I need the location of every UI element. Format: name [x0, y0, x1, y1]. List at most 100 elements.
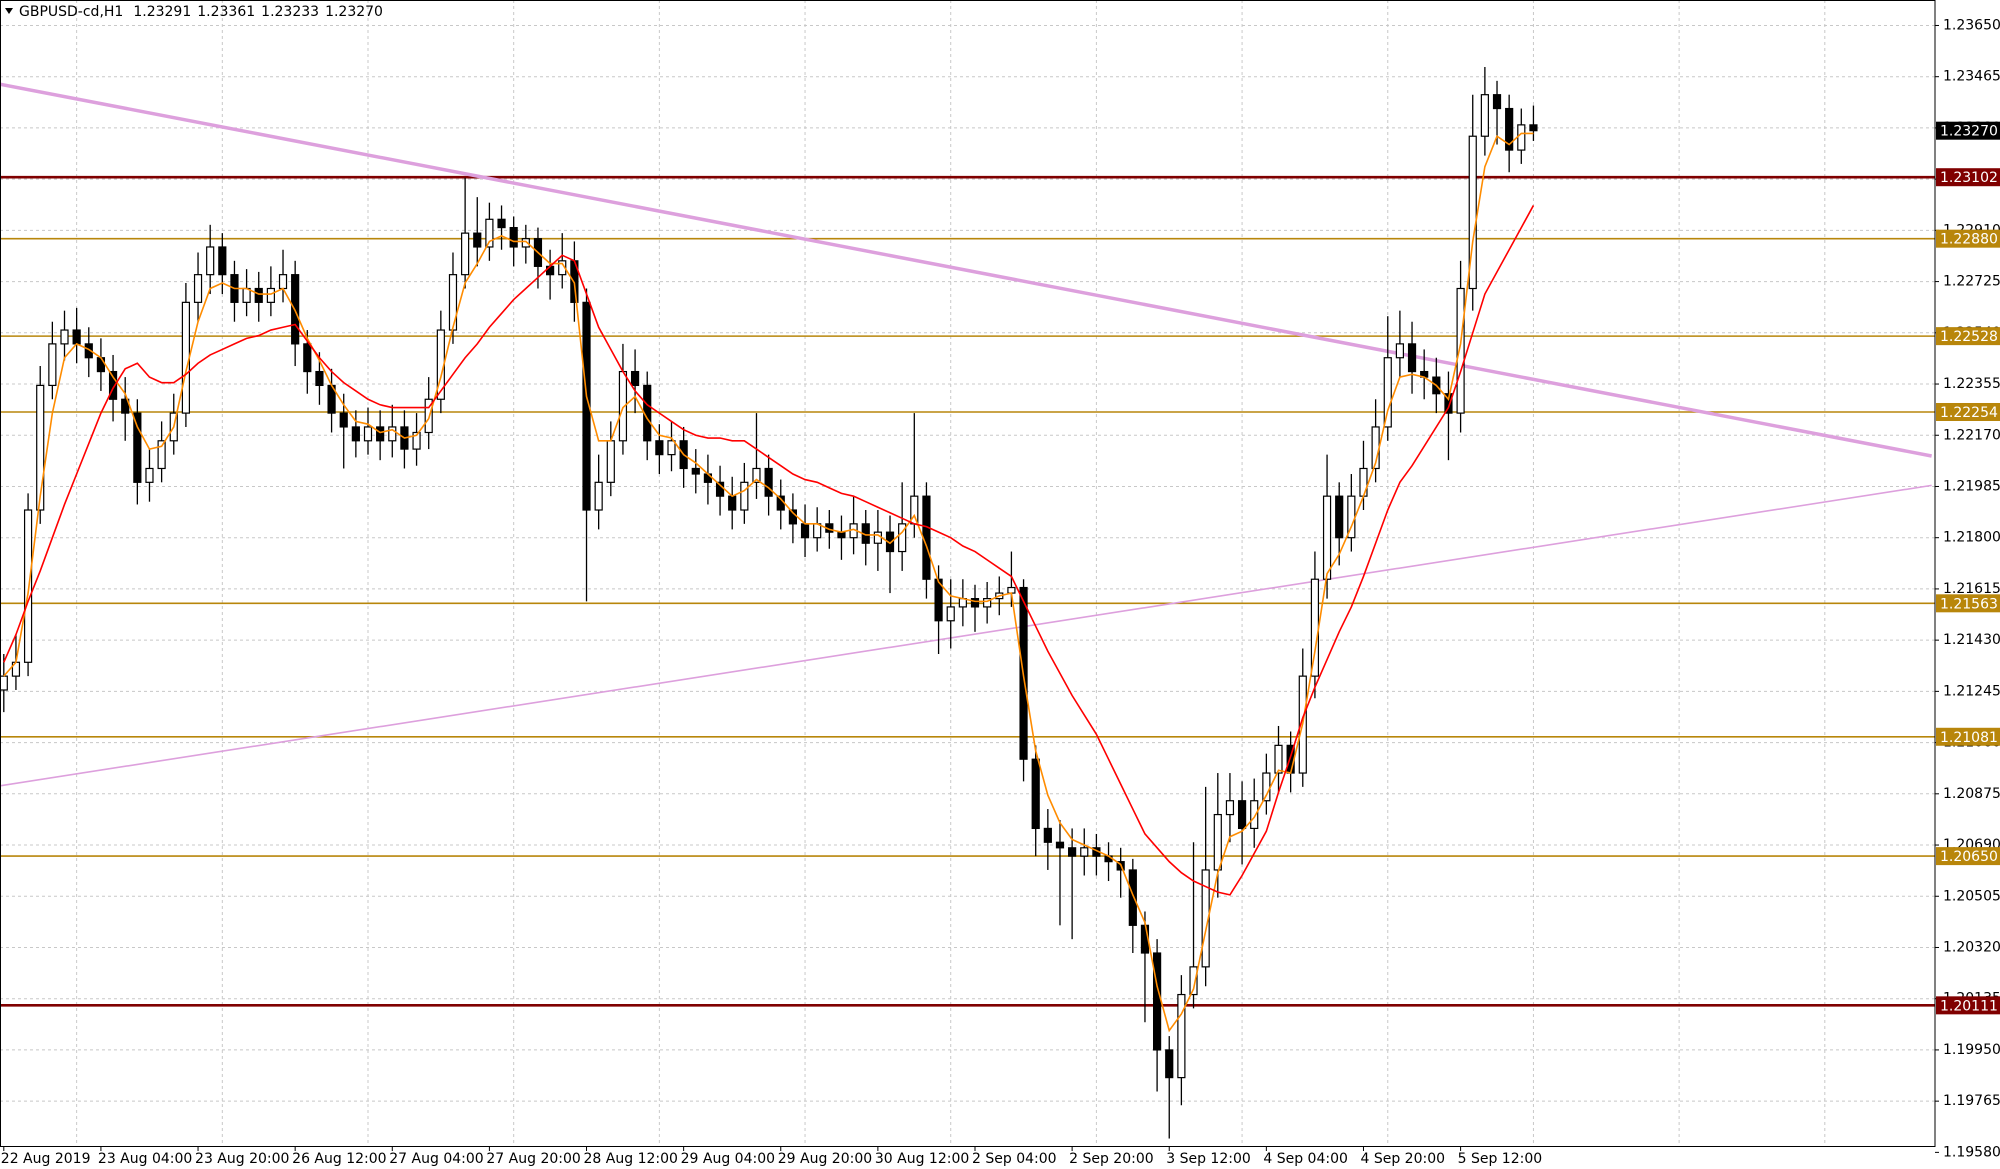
level-label-box — [1936, 847, 2000, 866]
candle-body — [1335, 495, 1344, 539]
candle-body — [898, 523, 907, 553]
axis-layer: 1.236501.234651.232801.230951.229101.227… — [1, 17, 2000, 1167]
y-tick-label: 1.21245 — [1943, 683, 2000, 699]
candle-body — [970, 598, 980, 608]
candle-body — [1322, 495, 1332, 580]
candle-body — [1177, 993, 1186, 1079]
y-tick-label: 1.21615 — [1943, 581, 2000, 597]
candle-body — [1529, 124, 1538, 132]
candle-body — [606, 440, 615, 483]
x-tick-label: 29 Aug 04:00 — [681, 1151, 775, 1167]
y-tick-label: 1.20505 — [1943, 888, 2000, 904]
level-label: 1.21081 — [1940, 730, 1998, 746]
candle-body — [1237, 800, 1247, 830]
candle-body — [983, 598, 992, 608]
candle-body — [521, 238, 530, 248]
x-tick-label: 2 Sep 04:00 — [972, 1151, 1057, 1167]
x-tick-label: 3 Sep 12:00 — [1166, 1151, 1251, 1167]
candle-body — [473, 232, 482, 248]
candle-body — [363, 426, 373, 442]
y-tick-label: 1.22170 — [1943, 427, 2000, 443]
x-tick-label: 28 Aug 12:00 — [584, 1151, 678, 1167]
y-tick-label: 1.19580 — [1943, 1144, 2000, 1160]
candle-body — [1128, 869, 1137, 926]
candle-body — [0, 675, 8, 691]
x-tick-label: 27 Aug 04:00 — [389, 1151, 483, 1167]
candle-body — [1031, 758, 1040, 830]
current-price-box — [1936, 121, 2000, 140]
candle-body — [1189, 966, 1198, 996]
candle-body — [509, 226, 518, 248]
candle-body — [1250, 800, 1259, 830]
x-tick-label: 23 Aug 20:00 — [195, 1151, 289, 1167]
x-tick-label: 23 Aug 04:00 — [98, 1151, 192, 1167]
candle-body — [485, 218, 494, 248]
candle-body — [157, 440, 166, 470]
x-tick-label: 27 Aug 20:00 — [486, 1151, 580, 1167]
x-tick-label: 22 Aug 2019 — [1, 1151, 91, 1167]
candle-body — [412, 431, 421, 450]
candle-body — [1201, 869, 1210, 968]
candle-body — [181, 301, 190, 414]
x-tick-label: 4 Sep 04:00 — [1263, 1151, 1348, 1167]
candle-body — [351, 426, 360, 442]
candle-body — [108, 370, 118, 400]
x-tick-label: 4 Sep 20:00 — [1360, 1151, 1445, 1167]
plot-layer — [0, 67, 1935, 1139]
candle-body — [1395, 343, 1405, 359]
candle-body — [303, 343, 312, 373]
candle-body — [1152, 952, 1162, 1051]
x-tick-label: 2 Sep 20:00 — [1069, 1151, 1154, 1167]
level-label-box — [1936, 594, 2000, 613]
y-tick-label: 1.21800 — [1943, 530, 2000, 546]
chart-header: GBPUSD-cd,H1 1.23291 1.23361 1.23233 1.23270 — [19, 4, 383, 20]
level-label: 1.22880 — [1940, 232, 1998, 248]
y-tick-label: 1.21985 — [1943, 478, 2000, 494]
candle-body — [193, 274, 203, 303]
candle-body — [1225, 800, 1235, 816]
level-label-box — [1936, 402, 2000, 421]
candle-body — [1492, 94, 1502, 110]
candle-body — [36, 384, 45, 511]
x-tick-label: 26 Aug 12:00 — [292, 1151, 386, 1167]
high-price: 1.23361 — [197, 4, 255, 20]
candle-body — [764, 467, 773, 497]
candle-body — [218, 246, 227, 276]
candle-body — [800, 523, 810, 539]
low-price: 1.23233 — [261, 4, 319, 20]
candle-body — [96, 357, 106, 373]
candle-body — [1444, 393, 1453, 414]
x-tick-label: 5 Sep 12:00 — [1458, 1151, 1543, 1167]
candle-body — [1468, 135, 1477, 290]
candle-body — [145, 467, 154, 483]
level-label-box — [1936, 996, 2000, 1015]
y-tick-label: 1.22725 — [1943, 274, 2000, 290]
candle-body — [1080, 847, 1089, 857]
x-tick-label: 30 Aug 12:00 — [875, 1151, 969, 1167]
candle-body — [388, 426, 397, 442]
level-label: 1.23102 — [1940, 170, 1998, 186]
y-tick-label: 1.22355 — [1943, 376, 2000, 392]
level-label: 1.22528 — [1940, 329, 1998, 345]
candle-body — [497, 218, 506, 229]
candle-body — [873, 531, 882, 544]
trendline — [0, 82, 1932, 458]
candle-body — [934, 578, 943, 622]
candle-body — [461, 232, 470, 276]
candle-body — [278, 274, 288, 290]
candle-body — [23, 509, 33, 663]
y-tick-label: 1.19950 — [1943, 1042, 2000, 1058]
candle-body — [1068, 847, 1077, 857]
candle-body — [728, 495, 737, 511]
grid-layer — [0, 0, 1935, 1146]
symbol-menu-arrow[interactable] — [5, 8, 13, 14]
x-tick-label: 29 Aug 20:00 — [778, 1151, 872, 1167]
candle-body — [206, 246, 215, 276]
plot-frame — [0, 0, 1936, 1147]
candle-body — [1007, 586, 1016, 594]
candle-body — [837, 531, 846, 539]
symbol-title: GBPUSD-cd,H1 — [19, 4, 123, 20]
candle-body — [1505, 107, 1514, 151]
